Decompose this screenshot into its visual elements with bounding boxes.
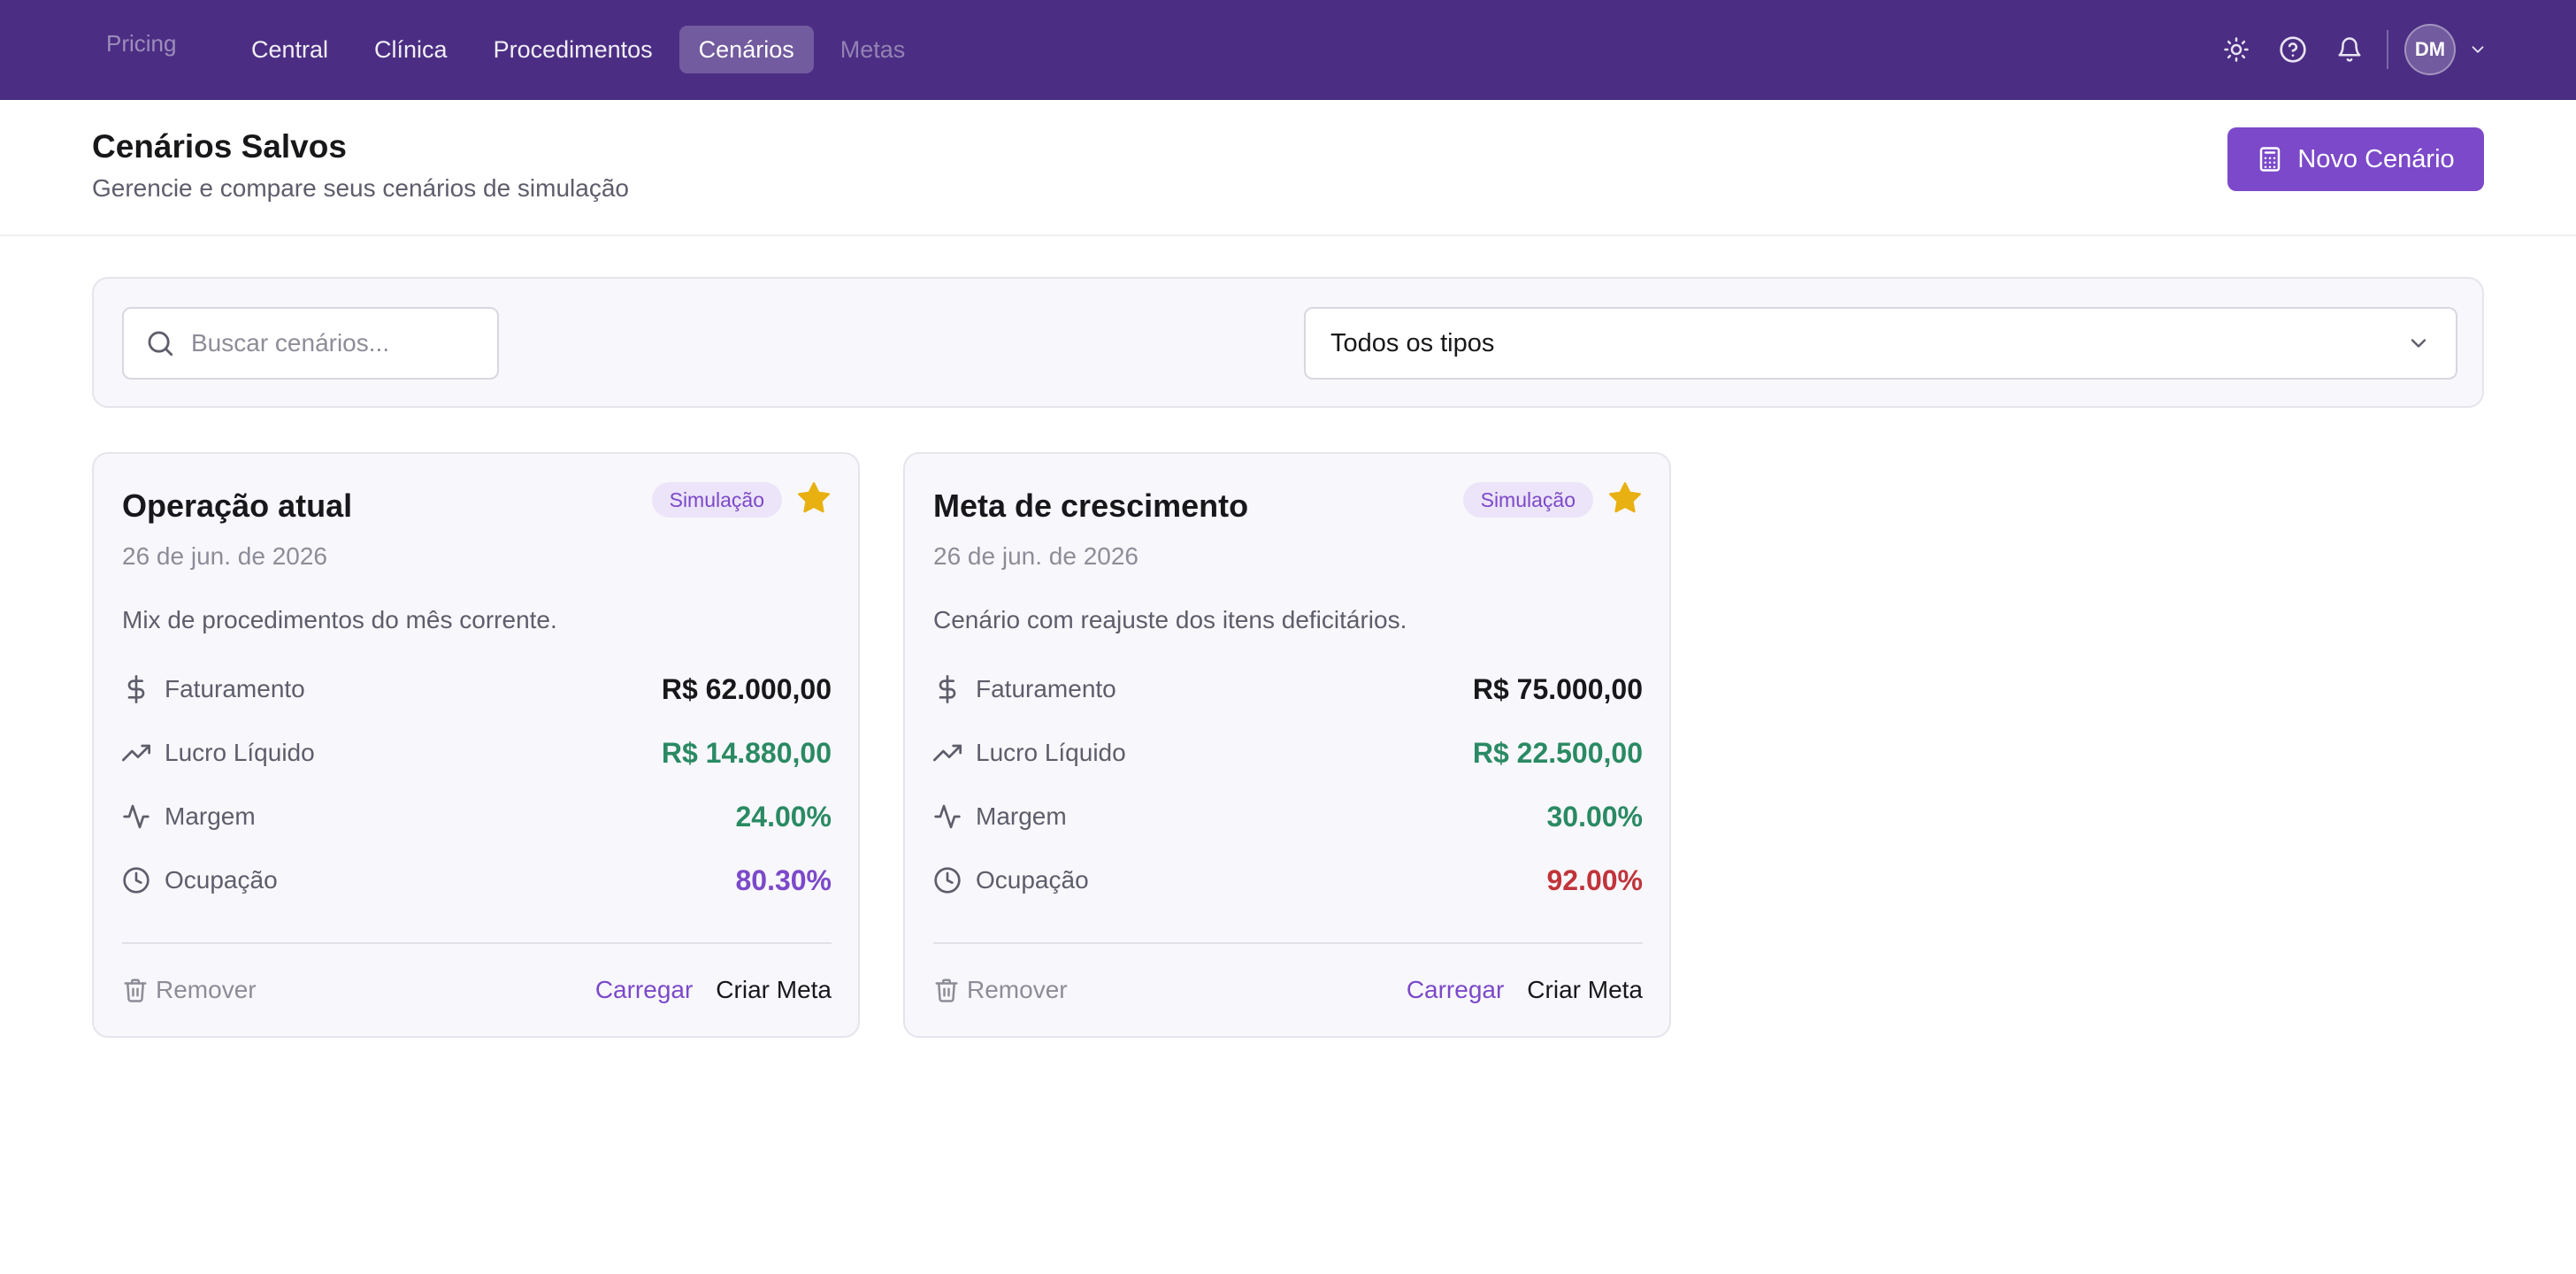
dollar-icon <box>127 675 145 703</box>
remove-button[interactable]: Remover <box>122 976 257 1004</box>
activity-icon <box>123 804 150 829</box>
load-scenario-button[interactable]: Carregar <box>594 976 694 1003</box>
metric-label: Lucro Líquido <box>976 739 1126 766</box>
nav-item-procedimentos[interactable]: Procedimentos <box>493 35 653 63</box>
metric-value: 30.00% <box>1546 800 1643 833</box>
nav-item-clinica[interactable]: Clínica <box>374 35 448 63</box>
load-scenario-button[interactable]: Carregar <box>1406 976 1505 1003</box>
sun-icon <box>2224 37 2249 62</box>
calculator-icon <box>2260 147 2281 172</box>
trash-icon <box>124 979 147 1002</box>
top-navigation-bar: Pricing Central Clínica Procedimentos Ce… <box>0 0 2576 100</box>
metric-value: R$ 22.500,00 <box>1472 736 1643 769</box>
nav-item-central[interactable]: Central <box>251 35 329 63</box>
scenario-date: 26 de jun. de 2026 <box>933 542 1138 570</box>
metric-label: Ocupação <box>165 866 278 894</box>
notifications-button[interactable] <box>2321 21 2378 78</box>
scenario-description: Mix de procedimentos do mês corrente. <box>122 606 557 633</box>
dollar-icon <box>939 675 956 703</box>
card-footer: Remover Carregar Criar Meta <box>122 971 832 1009</box>
new-scenario-label: Novo Cenário <box>2297 144 2455 173</box>
metric-value: 24.00% <box>735 800 832 833</box>
star-icon <box>1609 482 1641 513</box>
chevron-down-icon <box>2411 339 2426 348</box>
clock-icon <box>123 867 150 894</box>
page-subtitle: Gerencie e compare seus cenários de simu… <box>92 174 629 202</box>
metric-lucro-liquido: Lucro Líquido R$ 14.880,00 <box>122 732 832 774</box>
metric-label: Ocupação <box>976 866 1089 894</box>
favorite-button[interactable] <box>796 480 832 516</box>
type-filter-select[interactable]: Todos os tipos <box>1304 307 2457 380</box>
toolbar-divider <box>2387 30 2388 69</box>
metric-label: Margem <box>165 802 256 830</box>
metric-faturamento: Faturamento R$ 75.000,00 <box>933 668 1643 710</box>
help-circle-icon <box>2280 36 2306 63</box>
search-box[interactable] <box>122 307 499 380</box>
scenario-card: Meta de crescimento Simulação 26 de jun.… <box>903 452 1671 1038</box>
metric-ocupacao: Ocupação 92.00% <box>933 859 1643 902</box>
scenario-title: Meta de crescimento <box>933 487 1249 524</box>
create-goal-button[interactable]: Criar Meta <box>1527 976 1643 1003</box>
metric-value: R$ 14.880,00 <box>661 736 832 769</box>
nav-item-metas[interactable]: Metas <box>840 35 906 63</box>
favorite-button[interactable] <box>1607 480 1643 516</box>
metric-value: R$ 75.000,00 <box>1472 672 1643 705</box>
card-divider <box>122 942 832 944</box>
metric-label: Faturamento <box>165 675 305 702</box>
star-icon <box>798 482 830 513</box>
scenario-card: Operação atual Simulação 26 de jun. de 2… <box>92 452 860 1038</box>
scenario-description: Cenário com reajuste dos itens deficitár… <box>933 606 1407 633</box>
activity-icon <box>934 804 961 829</box>
metric-value: 92.00% <box>1546 863 1643 896</box>
help-button[interactable] <box>2265 21 2321 78</box>
new-scenario-button[interactable]: Novo Cenário <box>2227 127 2484 191</box>
page-title: Cenários Salvos <box>92 128 347 165</box>
metric-value: 80.30% <box>735 863 832 896</box>
metric-ocupacao: Ocupação 80.30% <box>122 859 832 902</box>
remove-label: Remover <box>156 976 257 1003</box>
trending-up-icon <box>122 744 150 762</box>
theme-toggle-button[interactable] <box>2208 21 2265 78</box>
bell-icon <box>2338 37 2361 62</box>
metric-value: R$ 62.000,00 <box>661 672 832 705</box>
scenario-title: Operação atual <box>122 487 353 524</box>
scenario-date: 26 de jun. de 2026 <box>122 542 327 570</box>
card-divider <box>933 942 1643 944</box>
scenario-type-badge: Simulação <box>651 482 782 518</box>
brand-logo[interactable]: Pricing <box>106 30 177 57</box>
type-filter-value: Todos os tipos <box>1330 328 1495 357</box>
remove-label: Remover <box>967 976 1068 1003</box>
clock-icon <box>934 867 961 894</box>
scenario-type-badge: Simulação <box>1462 482 1593 518</box>
search-icon <box>148 331 173 357</box>
nav-item-cenarios[interactable]: Cenários <box>678 26 814 73</box>
metric-label: Margem <box>976 802 1067 830</box>
trending-up-icon <box>933 744 962 762</box>
remove-button[interactable]: Remover <box>933 976 1068 1004</box>
create-goal-button[interactable]: Criar Meta <box>716 976 832 1003</box>
page-header: Cenários Salvos Gerencie e compare seus … <box>0 100 2576 236</box>
main-nav: Central Clínica Procedimentos Cenários M… <box>232 26 924 73</box>
metric-lucro-liquido: Lucro Líquido R$ 22.500,00 <box>933 732 1643 774</box>
metric-margem: Margem 24.00% <box>122 795 832 838</box>
card-footer: Remover Carregar Criar Meta <box>933 971 1643 1009</box>
user-menu-toggle[interactable] <box>2468 40 2488 59</box>
metric-label: Faturamento <box>976 675 1116 702</box>
user-avatar[interactable]: DM <box>2404 24 2456 75</box>
search-input[interactable] <box>191 329 492 357</box>
chevron-down-icon <box>2472 46 2484 53</box>
metric-label: Lucro Líquido <box>165 739 315 766</box>
metric-margem: Margem 30.00% <box>933 795 1643 838</box>
top-actions: DM <box>2208 21 2488 78</box>
metric-faturamento: Faturamento R$ 62.000,00 <box>122 668 832 710</box>
filter-bar: Todos os tipos <box>92 277 2484 408</box>
trash-icon <box>935 979 958 1002</box>
